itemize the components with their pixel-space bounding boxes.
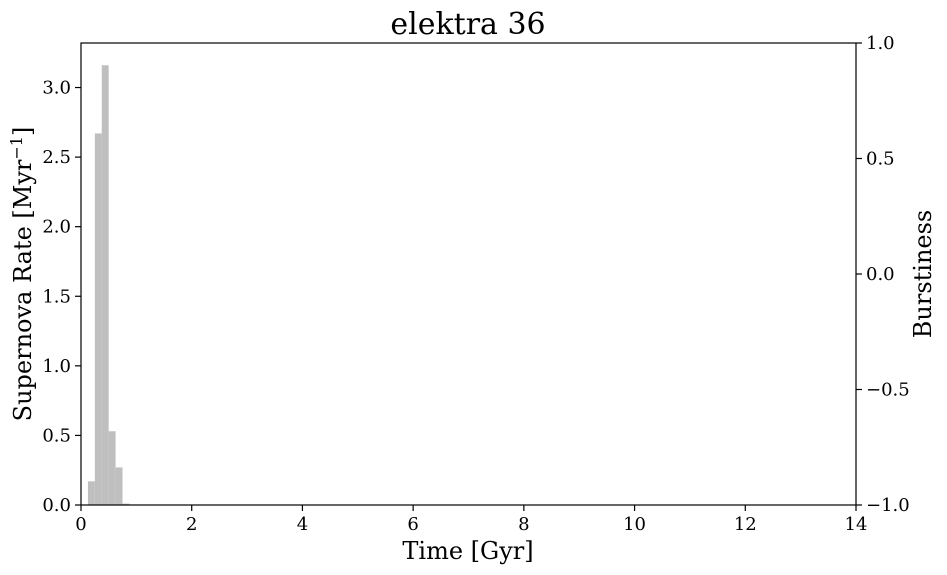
y-tick-label: 0.5 [42, 425, 71, 446]
y-axis-title-exponent: −1 [7, 136, 26, 160]
x-tick-label: 4 [297, 514, 308, 535]
x-tick-label: 8 [518, 514, 529, 535]
y-axis-title: Supernova Rate [Myr−1] [7, 127, 37, 422]
bars [87, 65, 130, 505]
plot-frame [80, 42, 857, 506]
histogram-bar [94, 133, 102, 505]
x-tick-label: 12 [734, 514, 757, 535]
histogram-bar [101, 65, 109, 505]
x-tick-label: 0 [75, 514, 86, 535]
y2-tick-label: 0.0 [866, 264, 895, 285]
y-tick-label: 1.0 [42, 356, 71, 377]
x-tick-label: 10 [623, 514, 646, 535]
y2-axis-title: Burstiness [909, 210, 937, 339]
histogram-bar [115, 467, 123, 505]
y-tick-label: 3.0 [42, 78, 71, 99]
y-tick-label: 1.5 [42, 286, 71, 307]
x-tick-label: 14 [845, 514, 868, 535]
x-axis-ticks: 0 2 4 6 8 10 12 14 [75, 505, 867, 535]
histogram-bar [108, 431, 116, 505]
y-tick-label: 2.5 [42, 147, 71, 168]
y2-tick-label: 1.0 [866, 33, 895, 54]
x-tick-label: 2 [186, 514, 197, 535]
histogram-bar [122, 503, 130, 505]
histogram-bar [87, 481, 95, 505]
y2-tick-label: 0.5 [866, 149, 895, 170]
y-axis-title-main: Supernova Rate [Myr [9, 159, 37, 421]
x-tick-label: 6 [407, 514, 418, 535]
y-tick-label: 0.0 [42, 495, 71, 516]
y-axis-ticks: 0.0 0.5 1.0 1.5 2.0 2.5 3.0 [42, 78, 81, 516]
y2-axis-ticks: −1.0 −0.5 0.0 0.5 1.0 [856, 33, 910, 516]
y2-tick-label: −1.0 [866, 495, 910, 516]
y-tick-label: 2.0 [42, 217, 71, 238]
chart-title: elektra 36 [390, 7, 545, 42]
y2-tick-label: −0.5 [866, 380, 910, 401]
y-axis-title-close: ] [9, 127, 37, 136]
x-axis-title: Time [Gyr] [402, 537, 533, 565]
